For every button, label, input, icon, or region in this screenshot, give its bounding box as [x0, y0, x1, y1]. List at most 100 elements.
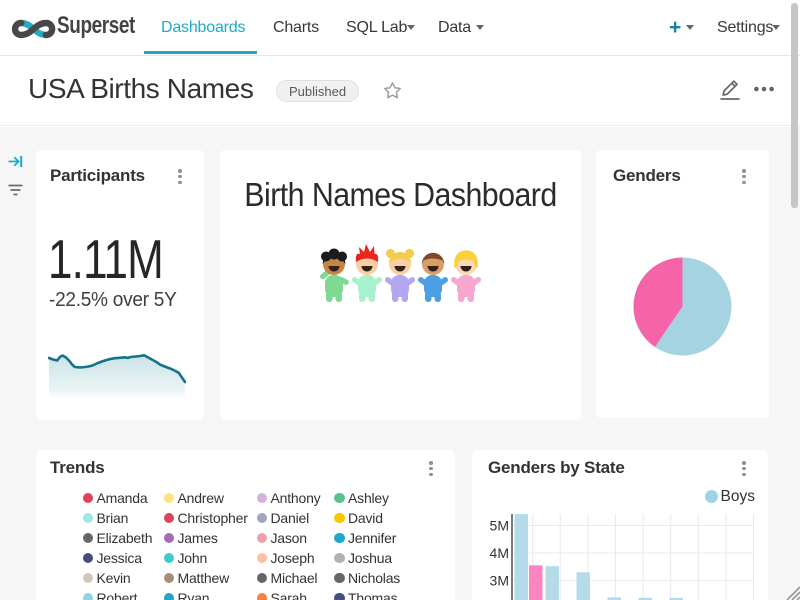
legend-dot: [163, 512, 174, 524]
legend-label: Joseph: [270, 550, 315, 566]
nav-item-sql-lab[interactable]: SQL Lab: [346, 19, 408, 36]
trends-legend-item[interactable]: Christopher: [163, 510, 248, 526]
trends-legend-item[interactable]: Elizabeth: [82, 530, 153, 546]
trends-legend: Amanda Andrew Anthony Ashley Brian Christophe…: [36, 450, 455, 600]
trends-legend-item[interactable]: Anthony: [256, 490, 321, 506]
trends-legend-item[interactable]: Andrew: [163, 490, 224, 506]
trends-legend-item[interactable]: David: [334, 510, 383, 526]
trends-kebab-menu-icon[interactable]: [425, 461, 437, 477]
nav-item-charts[interactable]: Charts: [273, 19, 319, 36]
legend-label: Sarah: [270, 590, 308, 600]
legend-dot: [256, 512, 267, 524]
card-genders-by-state: Genders by State Boys 5M 4M 3M: [472, 450, 768, 600]
dashboard-canvas: Participants 1.11M -22.5% over 5Y Birth …: [0, 127, 800, 600]
nav-item-data[interactable]: Data: [438, 19, 471, 36]
kid-emoji-bowl: [417, 252, 449, 302]
participants-kebab-menu-icon[interactable]: [174, 169, 186, 185]
trends-legend-item[interactable]: Amanda: [82, 490, 148, 506]
kid-emoji-pigtails: [384, 248, 416, 302]
trends-legend-item[interactable]: Matthew: [163, 570, 229, 586]
card-trends: Trends Amanda Andrew Anthony Ashley Brian Chr…: [36, 450, 455, 600]
card-genders: Genders: [596, 150, 769, 418]
trends-legend-item[interactable]: James: [163, 530, 218, 546]
legend-label: Brian: [96, 510, 129, 526]
card-markdown: Birth Names Dashboard: [220, 150, 581, 420]
legend-dot: [82, 532, 93, 544]
legend-label: Jennifer: [348, 530, 397, 546]
legend-dot: [163, 552, 174, 564]
legend-label: Amanda: [96, 490, 148, 506]
genders-card-title: Genders: [613, 166, 681, 185]
participants-card-title: Participants: [50, 166, 145, 185]
svg-text:5M: 5M: [490, 518, 509, 534]
trends-legend-item[interactable]: Jennifer: [334, 530, 396, 546]
legend-label: Nicholas: [348, 570, 401, 586]
boys-legend-item[interactable]: Boys: [472, 489, 755, 505]
edit-pencil-icon[interactable]: [719, 78, 741, 101]
genders-pie-chart: [633, 257, 732, 356]
trends-legend-item[interactable]: Jason: [256, 530, 308, 546]
legend-dot: [256, 492, 267, 504]
trends-card-title: Trends: [50, 458, 105, 477]
legend-label: Christopher: [177, 510, 248, 526]
favorite-star-icon[interactable]: [383, 81, 402, 100]
trends-legend-item[interactable]: Thomas: [334, 590, 398, 600]
genders-by-state-bar-chart: 5M 4M 3M: [490, 514, 754, 600]
trends-legend-item[interactable]: John: [163, 550, 208, 566]
genders-by-state-kebab-menu-icon[interactable]: [738, 461, 750, 477]
trends-legend-item[interactable]: Joseph: [256, 550, 315, 566]
trends-legend-item[interactable]: Michael: [256, 570, 318, 586]
published-badge[interactable]: Published: [276, 80, 360, 102]
legend-label: Andrew: [177, 490, 224, 506]
legend-dot: [334, 512, 345, 524]
legend-dot: [334, 572, 345, 584]
legend-label: James: [177, 530, 218, 546]
trends-legend-item[interactable]: Ashley: [334, 490, 389, 506]
trends-legend-item[interactable]: Daniel: [256, 510, 309, 526]
legend-dot: [163, 592, 174, 600]
trends-legend-item[interactable]: Robert: [82, 590, 138, 600]
card-participants: Participants 1.11M -22.5% over 5Y: [36, 150, 204, 420]
resize-handle-icon[interactable]: [784, 584, 800, 600]
legend-dot: [82, 592, 93, 600]
legend-dot: [334, 492, 345, 504]
top-navbar: Superset Dashboards Charts SQL Lab Data …: [0, 0, 800, 56]
legend-dot: [82, 572, 93, 584]
legend-label: Michael: [270, 570, 318, 586]
data-caret-icon: [476, 25, 484, 30]
legend-label: John: [177, 550, 208, 566]
trends-legend-item[interactable]: Brian: [82, 510, 129, 526]
trends-legend-item[interactable]: Ryan: [163, 590, 210, 600]
legend-label: Jason: [270, 530, 308, 546]
filter-icon[interactable]: [8, 184, 23, 196]
legend-label: Elizabeth: [96, 530, 153, 546]
trends-legend-item[interactable]: Jessica: [82, 550, 142, 566]
trends-legend-item[interactable]: Joshua: [334, 550, 392, 566]
brand-name[interactable]: Superset: [57, 12, 135, 39]
genders-by-state-card-title: Genders by State: [488, 458, 625, 477]
legend-label: Kevin: [96, 570, 131, 586]
legend-dot: [334, 532, 345, 544]
nav-item-settings[interactable]: Settings: [717, 19, 774, 36]
participants-trend-sparkline: [48, 354, 186, 400]
superset-logo-icon[interactable]: [10, 13, 56, 43]
active-tab-underline: [144, 51, 257, 54]
legend-label: Robert: [96, 590, 138, 600]
big-number-value: 1.11M: [48, 228, 164, 290]
markdown-heading: Birth Names Dashboard: [244, 176, 557, 213]
new-item-plus-button[interactable]: +: [669, 16, 682, 39]
more-options-icon[interactable]: [753, 86, 775, 92]
trends-legend-item[interactable]: Kevin: [82, 570, 131, 586]
page-scrollbar-thumb[interactable]: [791, 3, 798, 208]
boys-legend-label: Boys: [720, 488, 755, 505]
expand-filter-bar-icon[interactable]: [8, 155, 23, 168]
genders-kebab-menu-icon[interactable]: [738, 169, 750, 185]
legend-dot: [82, 552, 93, 564]
nav-item-dashboards[interactable]: Dashboards: [161, 19, 246, 36]
trends-legend-item[interactable]: Sarah: [256, 590, 308, 600]
trends-legend-item[interactable]: Nicholas: [334, 570, 400, 586]
big-number-subheader: -22.5% over 5Y: [49, 288, 177, 311]
legend-label: David: [348, 510, 383, 526]
legend-label: Anthony: [270, 490, 321, 506]
